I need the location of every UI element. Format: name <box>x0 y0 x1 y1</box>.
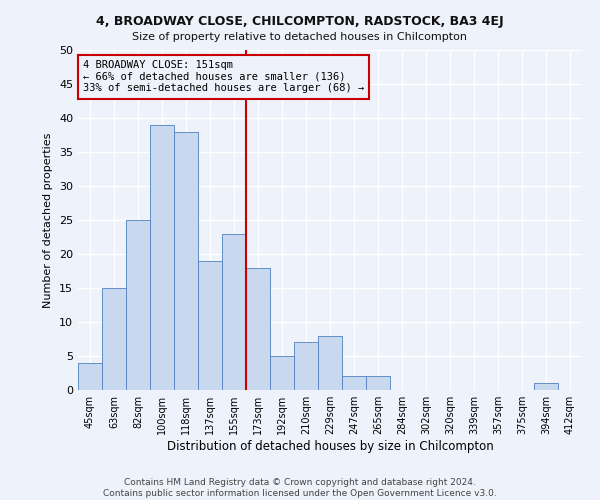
Bar <box>102 288 126 390</box>
Bar <box>366 376 390 390</box>
Text: 4, BROADWAY CLOSE, CHILCOMPTON, RADSTOCK, BA3 4EJ: 4, BROADWAY CLOSE, CHILCOMPTON, RADSTOCK… <box>96 15 504 28</box>
Bar <box>270 356 294 390</box>
Bar <box>78 363 102 390</box>
Text: Size of property relative to detached houses in Chilcompton: Size of property relative to detached ho… <box>133 32 467 42</box>
X-axis label: Distribution of detached houses by size in Chilcompton: Distribution of detached houses by size … <box>167 440 493 453</box>
Bar <box>150 125 174 390</box>
Text: Contains HM Land Registry data © Crown copyright and database right 2024.
Contai: Contains HM Land Registry data © Crown c… <box>103 478 497 498</box>
Bar <box>126 220 150 390</box>
Bar <box>246 268 270 390</box>
Bar <box>534 383 558 390</box>
Bar <box>174 132 198 390</box>
Text: 4 BROADWAY CLOSE: 151sqm
← 66% of detached houses are smaller (136)
33% of semi-: 4 BROADWAY CLOSE: 151sqm ← 66% of detach… <box>83 60 364 94</box>
Bar <box>318 336 342 390</box>
Bar <box>294 342 318 390</box>
Bar <box>342 376 366 390</box>
Y-axis label: Number of detached properties: Number of detached properties <box>43 132 53 308</box>
Bar <box>198 261 222 390</box>
Bar <box>222 234 246 390</box>
